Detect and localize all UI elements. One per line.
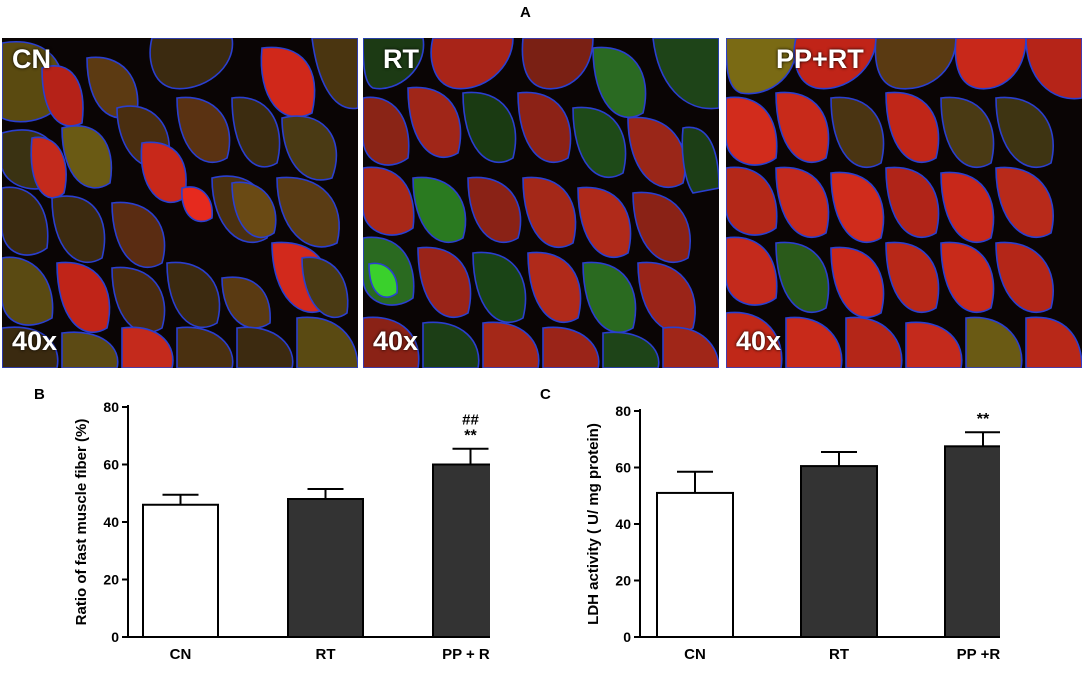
bar (800, 465, 878, 639)
panel-a-letter: A (520, 4, 531, 21)
x-tick-label: PP + RT (442, 646, 490, 663)
micrograph-cn: CN 40x (2, 38, 358, 368)
bar (287, 498, 364, 638)
y-tick-label: 40 (615, 516, 631, 532)
micrograph-group-label: RT (383, 44, 419, 74)
x-tick-label: RT (316, 646, 336, 663)
chart-c: 0 20 40 60 80 LDH activity ( U/ mg protein) CN… (585, 403, 1000, 663)
micrograph-cn-image (2, 38, 358, 368)
micrograph-pprt: PP+RT 40x (726, 38, 1082, 368)
bar (656, 491, 734, 638)
significance-annotation: ** (464, 428, 477, 445)
panel-c-letter: C (540, 386, 551, 403)
micrograph-rt-image (363, 38, 719, 368)
micrograph-group-label: CN (12, 44, 51, 74)
panel-b-letter: B (34, 386, 45, 403)
x-tick-label: CN (170, 646, 192, 663)
x-tick-label: RT (829, 646, 849, 663)
y-tick-label: 80 (615, 403, 631, 419)
bar (944, 445, 1000, 638)
chart-b: 0 20 40 60 80 Ratio of fast muscle fiber (%) C… (73, 399, 490, 663)
bar (432, 463, 490, 638)
y-tick-label: 60 (103, 457, 119, 473)
y-tick-label: 20 (615, 573, 631, 589)
y-tick-label: 60 (615, 460, 631, 476)
y-axis-label: Ratio of fast muscle fiber (%) (73, 419, 90, 626)
x-tick-label: PP +RT (957, 646, 1000, 663)
micrograph-group-label: PP+RT (776, 44, 864, 74)
micrograph-magnification-label: 40x (736, 326, 782, 356)
significance-annotation-top: ## (462, 412, 479, 429)
y-tick-label: 20 (103, 572, 119, 588)
y-axis-label: LDH activity ( U/ mg protein) (585, 423, 602, 625)
bar (142, 503, 219, 638)
x-tick-label: CN (684, 646, 706, 663)
significance-annotation: ** (977, 411, 990, 428)
micrograph-magnification-label: 40x (373, 326, 419, 356)
micrograph-magnification-label: 40x (12, 326, 58, 356)
micrograph-rt: RT 40x (363, 38, 719, 368)
y-tick-label: 0 (111, 629, 119, 645)
micrograph-pprt-image (726, 38, 1082, 368)
y-tick-label: 0 (623, 629, 631, 645)
y-tick-label: 80 (103, 399, 119, 415)
y-tick-label: 40 (103, 514, 119, 530)
